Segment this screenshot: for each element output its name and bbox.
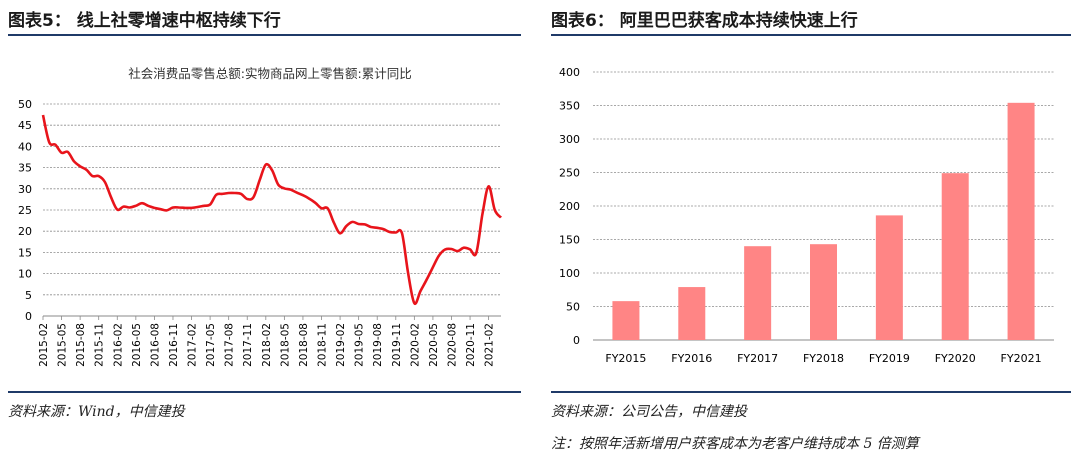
x-category-label: FY2016 (671, 352, 712, 365)
y-tick-label: 150 (559, 234, 580, 247)
x-tick-label: 2019-02 (335, 323, 347, 367)
x-tick-label: 2016-05 (131, 323, 143, 367)
y-tick-label: 0 (25, 310, 32, 323)
y-tick-label: 50 (566, 301, 580, 314)
x-tick-label: 2015-11 (94, 323, 106, 367)
bar (678, 287, 706, 340)
right-bottom-rule (551, 391, 1071, 393)
x-category-label: FY2015 (605, 352, 646, 365)
right-title-rule (551, 34, 1071, 36)
line-chart-series (41, 114, 502, 306)
x-tick-label: 2020-11 (465, 323, 477, 367)
bar-chart-y-axis: 0 50 100 150 200 250 300 350 400 (559, 66, 580, 347)
x-tick-label: 2020-02 (409, 323, 421, 367)
bar (612, 301, 640, 340)
x-tick-label: 2018-02 (261, 323, 273, 367)
y-tick-label: 200 (559, 200, 580, 213)
y-tick-label: 250 (559, 167, 580, 180)
x-tick-label: 2017-08 (224, 323, 236, 367)
x-tick-label: 2015-05 (57, 323, 69, 367)
line-chart-x-axis: 2015-02 2015-05 2015-08 2015-11 2016-02 2016-… (38, 316, 496, 367)
bar (809, 244, 838, 340)
x-tick-label: 2015-08 (75, 323, 87, 367)
online-retail-growth-line-chart: 社会消费品零售总额:实物商品网上零售额:累计同比 0 5 10 15 20 25 30 35 4… (18, 66, 502, 367)
x-category-label: FY2020 (935, 352, 976, 365)
left-source-text: 资料来源：Wind，中信建投 (8, 404, 185, 420)
y-tick-label: 100 (559, 267, 580, 280)
bar (875, 215, 903, 340)
bar (744, 246, 772, 340)
left-panel-title: 图表5： 线上社零增速中枢持续下行 (8, 11, 281, 31)
bar (941, 173, 969, 340)
x-tick-label: 2017-05 (205, 323, 217, 367)
x-tick-label: 2019-11 (391, 323, 403, 367)
x-tick-label: 2016-11 (168, 323, 180, 367)
y-tick-label: 400 (559, 66, 580, 79)
right-panel-title: 图表6： 阿里巴巴获客成本持续快速上行 (551, 11, 858, 31)
bar (1007, 102, 1035, 340)
line-chart-gridlines (43, 103, 501, 317)
x-tick-label: 2018-11 (317, 323, 329, 367)
left-title-rule (8, 34, 521, 36)
y-tick-label: 50 (18, 98, 32, 111)
y-tick-label: 5 (25, 289, 32, 302)
left-bottom-rule (8, 391, 521, 393)
x-tick-label: 2016-08 (149, 323, 161, 367)
right-source-text: 资料来源：公司公告，中信建投 (551, 404, 747, 420)
x-tick-label: 2018-08 (298, 323, 310, 367)
line-chart-title: 社会消费品零售总额:实物商品网上零售额:累计同比 (128, 66, 411, 81)
x-tick-label: 2017-02 (187, 323, 199, 367)
x-category-label: FY2018 (803, 352, 844, 365)
line-chart-y-axis: 0 5 10 15 20 25 30 35 40 45 50 (18, 98, 32, 323)
x-tick-label: 2020-05 (428, 323, 440, 367)
x-tick-label: 2016-02 (112, 323, 124, 367)
y-tick-label: 45 (18, 119, 32, 132)
x-category-label: FY2017 (737, 352, 778, 365)
y-tick-label: 300 (559, 133, 580, 146)
y-tick-label: 30 (18, 183, 32, 196)
right-note-text: 注：按照年活新增用户获客成本为老客户维持成本 5 倍测算 (551, 436, 919, 452)
x-category-label: FY2019 (869, 352, 910, 365)
y-tick-label: 20 (18, 225, 32, 238)
x-tick-label: 2020-08 (446, 323, 458, 367)
y-tick-label: 15 (18, 246, 32, 259)
x-tick-label: 2017-11 (242, 323, 254, 367)
y-tick-label: 40 (18, 140, 32, 153)
growth-series-line (41, 114, 502, 306)
bar-chart-x-axis: FY2015 FY2016 FY2017 FY2018 FY2019 FY2020 FY20… (605, 352, 1041, 365)
x-category-label: FY2021 (1001, 352, 1042, 365)
x-tick-label: 2019-05 (354, 323, 366, 367)
y-tick-label: 350 (559, 100, 580, 113)
y-tick-label: 0 (573, 334, 580, 347)
x-tick-label: 2015-02 (38, 323, 50, 367)
x-tick-label: 2019-08 (372, 323, 384, 367)
y-tick-label: 25 (18, 204, 32, 217)
y-tick-label: 35 (18, 162, 32, 175)
x-tick-label: 2021-02 (484, 323, 496, 367)
x-tick-label: 2018-05 (279, 323, 291, 367)
bar-chart-bars (612, 102, 1035, 340)
y-tick-label: 10 (18, 268, 32, 281)
